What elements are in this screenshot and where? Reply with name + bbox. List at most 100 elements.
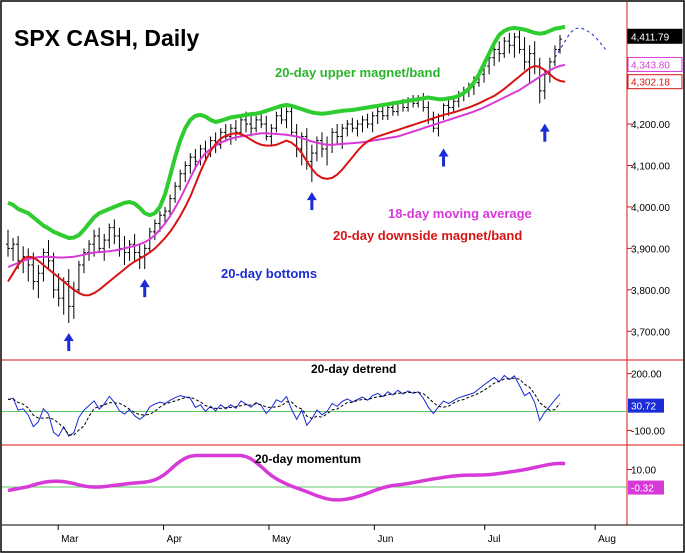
price-bar: [132, 233, 137, 261]
price-bar: [314, 136, 319, 162]
upper-band-line: [7, 24, 566, 240]
detrend-ytick-label: -100.00: [631, 426, 665, 437]
price-panel: 3,700.00 3,800.00 3,900.00 4,000.00 4,100.00…: [6, 24, 683, 351]
svg-text:-0.32: -0.32: [631, 484, 654, 495]
svg-text:4,411.79: 4,411.79: [631, 32, 670, 43]
detrend-title: 20-day detrend: [311, 362, 396, 376]
detrend-smooth-line: [7, 377, 561, 436]
detrend-ytick-label: 200.00: [631, 370, 662, 381]
price-bar: [254, 115, 259, 133]
ma-label: 18-day moving average: [388, 206, 532, 221]
chart-title: SPX CASH, Daily: [14, 25, 200, 51]
price-bar: [355, 119, 360, 137]
price-bar: [66, 269, 71, 323]
x-tick-label: Aug: [598, 534, 616, 545]
price-bar: [173, 182, 178, 203]
price-bar: [112, 219, 117, 245]
price-bar: [264, 115, 269, 141]
svg-text:30.72: 30.72: [631, 402, 656, 413]
price-bar: [492, 45, 497, 67]
price-ytick-label: 3,800.00: [631, 286, 670, 297]
price-bar: [370, 111, 375, 133]
price-ytick-label: 4,200.00: [631, 120, 670, 131]
price-bar: [46, 240, 51, 270]
x-tick-label: Mar: [61, 534, 79, 545]
ma18-line: [7, 63, 566, 268]
price-bar: [162, 206, 167, 224]
price-bar: [502, 37, 507, 58]
price-bar: [127, 240, 132, 261]
price-badge: 4,302.18: [627, 74, 683, 90]
price-bar: [102, 233, 107, 261]
price-bar: [335, 124, 340, 145]
x-tick-label: Jun: [377, 534, 393, 545]
price-bar: [345, 119, 350, 137]
price-bar: [51, 252, 56, 299]
price-bar: [527, 45, 532, 83]
price-bar: [360, 115, 365, 133]
momentum-title: 20-day momentum: [255, 452, 361, 466]
upper-band-label: 20-day upper magnet/band: [275, 65, 440, 80]
price-bar: [552, 45, 557, 67]
x-tick-label: Apr: [167, 534, 183, 545]
bottom-arrow: [139, 279, 150, 298]
price-bar: [178, 169, 183, 191]
price-bar: [522, 37, 527, 71]
price-bar: [350, 117, 355, 133]
price-bar: [11, 238, 16, 261]
price-bar: [97, 227, 102, 253]
momentum-line: [7, 453, 566, 502]
x-tick-label: May: [272, 534, 291, 545]
price-bar: [274, 111, 279, 133]
price-bar: [365, 113, 370, 129]
price-ytick-label: 3,700.00: [631, 327, 670, 338]
price-bar: [497, 41, 502, 62]
price-bar: [309, 144, 314, 183]
price-bar: [249, 113, 254, 137]
price-ytick-label: 4,000.00: [631, 203, 670, 214]
price-badge: 4,411.79: [627, 28, 683, 44]
price-bar: [76, 260, 81, 294]
price-bar: [284, 107, 289, 129]
price-bar: [517, 30, 522, 54]
price-bar: [107, 223, 112, 249]
price-bar: [512, 32, 517, 58]
momentum-panel: 10.00 -0.32: [2, 453, 664, 502]
price-bar: [558, 34, 562, 54]
momentum-ytick-label: 10.00: [631, 466, 656, 477]
lower-band-label: 20-day downside magnet/band: [333, 228, 522, 243]
price-bar: [279, 105, 284, 125]
x-tick-label: Jul: [488, 534, 501, 545]
detrend-badge: 30.72: [628, 398, 664, 413]
price-bar: [375, 107, 380, 125]
price-bar: [183, 161, 188, 183]
price-bar: [380, 105, 385, 120]
price-bar: [81, 248, 86, 274]
bottoms-label: 20-day bottoms: [221, 266, 317, 281]
bottom-arrow: [438, 148, 449, 167]
price-bar: [188, 153, 193, 174]
price-ytick-label: 4,100.00: [631, 161, 670, 172]
lower-band-line: [7, 64, 566, 297]
svg-text:4,302.18: 4,302.18: [631, 78, 670, 89]
x-axis: Mar Apr May Jun Jul Aug: [57, 525, 616, 545]
price-bar: [6, 229, 10, 257]
bottom-arrow: [306, 192, 317, 211]
detrend-panel: 200.00 -100.00 30.72: [2, 370, 665, 437]
price-bar: [507, 32, 512, 54]
price-bar: [168, 194, 173, 216]
price-bar: [431, 111, 436, 133]
price-badge: 4,343.80: [627, 56, 683, 72]
bottom-arrow: [539, 123, 550, 142]
projection-line: [554, 27, 606, 58]
detrend-line: [7, 374, 561, 437]
price-bar: [36, 264, 41, 299]
price-ytick-label: 3,900.00: [631, 244, 670, 255]
svg-text:4,343.80: 4,343.80: [631, 60, 670, 71]
momentum-badge: -0.32: [628, 480, 664, 495]
bottom-arrow: [63, 332, 74, 351]
price-bar: [56, 273, 61, 307]
